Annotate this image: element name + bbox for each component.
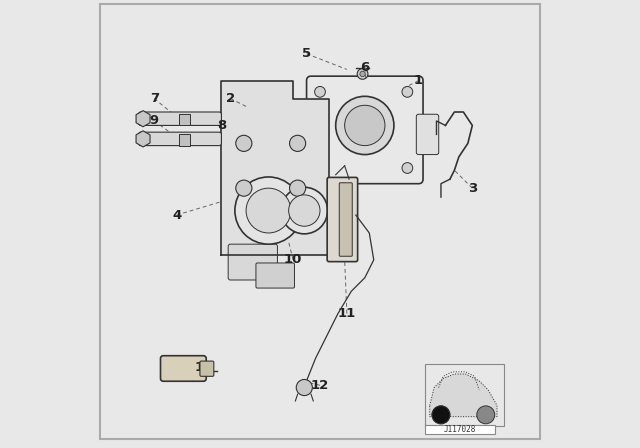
Circle shape [336,96,394,155]
Circle shape [432,406,450,424]
FancyBboxPatch shape [327,177,358,262]
Circle shape [432,406,450,424]
FancyBboxPatch shape [417,114,439,155]
Text: 1: 1 [414,74,423,87]
FancyBboxPatch shape [339,183,352,256]
FancyBboxPatch shape [139,132,221,146]
Bar [179,114,190,125]
Text: 7: 7 [150,92,159,105]
FancyBboxPatch shape [228,244,278,280]
Text: 10: 10 [284,253,302,267]
Circle shape [315,86,325,97]
Bar [425,425,495,434]
Circle shape [296,379,312,396]
Text: 2: 2 [226,92,235,105]
Bar [179,134,190,146]
Text: 5: 5 [302,47,311,60]
FancyBboxPatch shape [139,112,221,125]
Text: 6: 6 [360,60,369,74]
Text: 8: 8 [217,119,226,132]
Text: 3: 3 [468,181,477,195]
Circle shape [289,135,306,151]
FancyBboxPatch shape [256,263,294,288]
Text: 9: 9 [150,114,159,128]
Text: 4: 4 [172,208,181,222]
FancyBboxPatch shape [161,356,206,381]
Circle shape [477,406,495,424]
FancyBboxPatch shape [307,76,423,184]
Text: 12: 12 [311,379,329,392]
Circle shape [357,69,368,79]
Circle shape [315,163,325,173]
Text: J117028: J117028 [444,425,476,434]
Polygon shape [221,81,329,255]
Circle shape [236,180,252,196]
Circle shape [360,71,365,77]
FancyBboxPatch shape [300,114,323,155]
Polygon shape [430,374,497,417]
Text: 11: 11 [338,307,356,320]
Circle shape [289,180,306,196]
FancyBboxPatch shape [200,361,214,376]
Circle shape [289,195,320,226]
Text: 13: 13 [195,361,212,374]
Circle shape [402,86,413,97]
Circle shape [246,188,291,233]
Circle shape [235,177,302,244]
Circle shape [344,105,385,146]
Bar [425,364,504,426]
Circle shape [402,163,413,173]
Circle shape [281,187,328,234]
Circle shape [236,135,252,151]
